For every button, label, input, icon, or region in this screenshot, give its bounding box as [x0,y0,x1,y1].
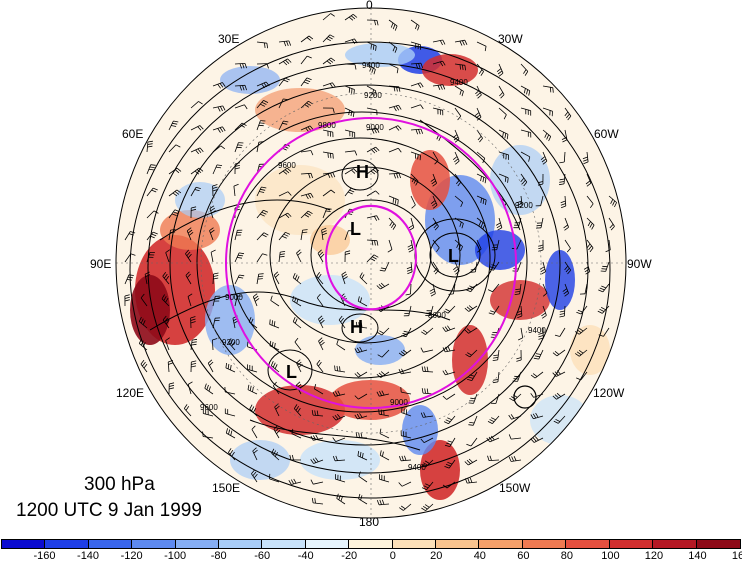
contour-label: 9200 [515,201,533,210]
lon-label-0: 0 [366,0,373,12]
colorbar-strip [1,539,741,549]
lon-label-90w: 90W [627,257,652,271]
wind-barb-feather [470,398,475,399]
wind-barb-feather [258,279,263,280]
wind-barb-feather [327,209,332,210]
lon-label-150e: 150E [212,481,240,495]
lon-label-120w: 120W [593,386,624,400]
colorbar-tick-label: 120 [645,550,663,562]
colorbar-swatch [653,540,696,548]
lon-label-150w: 150W [499,481,530,495]
high-center-atlantic: H [356,162,369,182]
colorbar-tick-label: -60 [254,550,270,562]
wind-barb-feather [354,90,355,95]
wind-barb-feather [335,366,336,371]
map-level: 300 hPa [84,474,155,496]
colorbar-tick-label: -160 [34,550,56,562]
wind-barb-feather [260,123,265,124]
colorbar-tick-label: 20 [430,550,442,562]
colorbar-swatch [349,540,392,548]
wind-barb-feather [326,211,331,212]
lon-label-30e: 30E [218,32,239,46]
colorbar-swatch [697,540,740,548]
colorbar-tick-label: 40 [474,550,486,562]
colorbar-swatch [610,540,653,548]
wind-barb-feather [258,276,263,277]
wind-barb [411,284,412,294]
wind-barb-feather [259,142,264,143]
lon-label-60w: 60W [594,127,619,141]
colorbar-tick-label: -100 [164,550,186,562]
contour-label: 9000 [366,123,384,132]
wind-barb-feather [203,432,204,437]
contour-label: 9000 [390,398,408,407]
contour-label: 9200 [364,91,382,100]
colorbar-swatch [262,540,305,548]
colorbar-swatch [176,540,219,548]
colorbar-tick-label: 0 [390,550,396,562]
wind-barb-feather [471,269,476,270]
wind-barb-feather [470,272,475,273]
contour-label: 9400 [450,78,468,87]
wind-barb-feather [393,198,394,203]
colorbar-tick-label: -120 [121,550,143,562]
colorbar-swatch [523,540,566,548]
contour-label: 9400 [408,463,426,472]
colorbar-swatch [393,540,436,548]
colorbar-swatch [2,540,45,548]
colorbar-tick-label: 60 [517,550,529,562]
lon-label-30w: 30W [498,32,523,46]
contour-label: 9600 [200,403,218,412]
colorbar-swatch [219,540,262,548]
colorbar-tick-label: -20 [341,550,357,562]
wind-barb-feather [330,153,331,158]
wind-barb-feather [379,409,380,414]
wind-barb-feather [328,153,329,158]
wind-barb-feather [270,319,271,324]
map-valid-time: 1200 UTC 9 Jan 1999 [16,500,202,522]
lon-label-180: 180 [359,515,379,529]
colorbar-swatch [479,540,522,548]
high-center-siberia: H [350,317,363,337]
colorbar-swatch [45,540,88,548]
contour-label: 9200 [222,338,240,347]
low-center-canada: L [448,246,459,266]
wind-barb-feather [149,169,154,170]
contour-label: 9400 [362,61,380,70]
contour-label: 8600 [428,311,446,320]
contour-label: 9400 [528,326,546,335]
contour-label: 9800 [318,121,336,130]
colorbar-swatch [306,540,349,548]
colorbar-tick-label: 100 [601,550,619,562]
wind-barb-feather [514,379,519,380]
colorbar-tick-label: -80 [211,550,227,562]
lon-label-120e: 120E [116,386,144,400]
contour-label: 9600 [278,161,296,170]
low-center-north-pole: L [350,219,361,239]
low-center-far-east: L [286,362,297,382]
colorbar-tick-label: -40 [298,550,314,562]
lon-label-90e: 90E [90,257,111,271]
wind-barb-feather [449,294,454,295]
lon-label-60e: 60E [122,127,143,141]
colorbar-swatch [132,540,175,548]
wind-barb-feather [303,230,308,231]
wind-barb-feather [469,403,474,404]
colorbar-tick-label: 80 [561,550,573,562]
wind-barb-feather [553,88,554,93]
wind-barb-feather [302,232,307,233]
contour-label: 9000 [225,293,243,302]
wind-barb-feather [238,145,243,146]
colorbar-swatch [566,540,609,548]
colorbar-swatch [436,540,479,548]
colorbar-tick-label: 160 [732,550,742,562]
colorbar-tick-label: 140 [688,550,706,562]
wind-barb-feather [349,88,350,93]
colorbar-swatch [89,540,132,548]
colorbar-tick-label: -140 [77,550,99,562]
